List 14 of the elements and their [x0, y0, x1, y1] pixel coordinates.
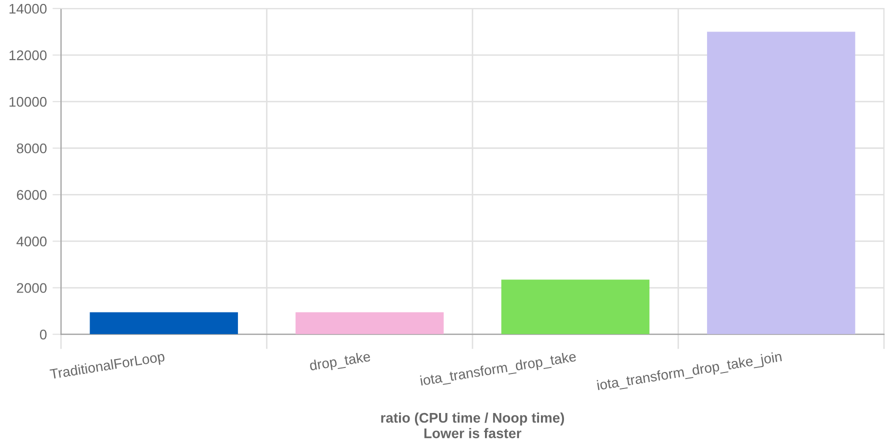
bar [296, 312, 444, 334]
y-tick-label: 6000 [16, 190, 47, 200]
bar [501, 280, 650, 334]
y-tick-label: 8000 [16, 143, 47, 154]
bar [707, 32, 856, 334]
y-tick-label: 10000 [10, 96, 47, 107]
y-tick-label: 12000 [10, 50, 47, 60]
y-tick-label: 4000 [16, 236, 47, 246]
y-tick-label: 0 [40, 330, 47, 340]
y-tick-label: 2000 [16, 283, 47, 293]
x-tick-label: drop_take [309, 351, 372, 374]
y-tick-label: 14000 [10, 4, 47, 14]
x-axis-title: ratio (CPU time / Noop time) Lower is faster [381, 412, 564, 438]
bar [90, 312, 238, 334]
